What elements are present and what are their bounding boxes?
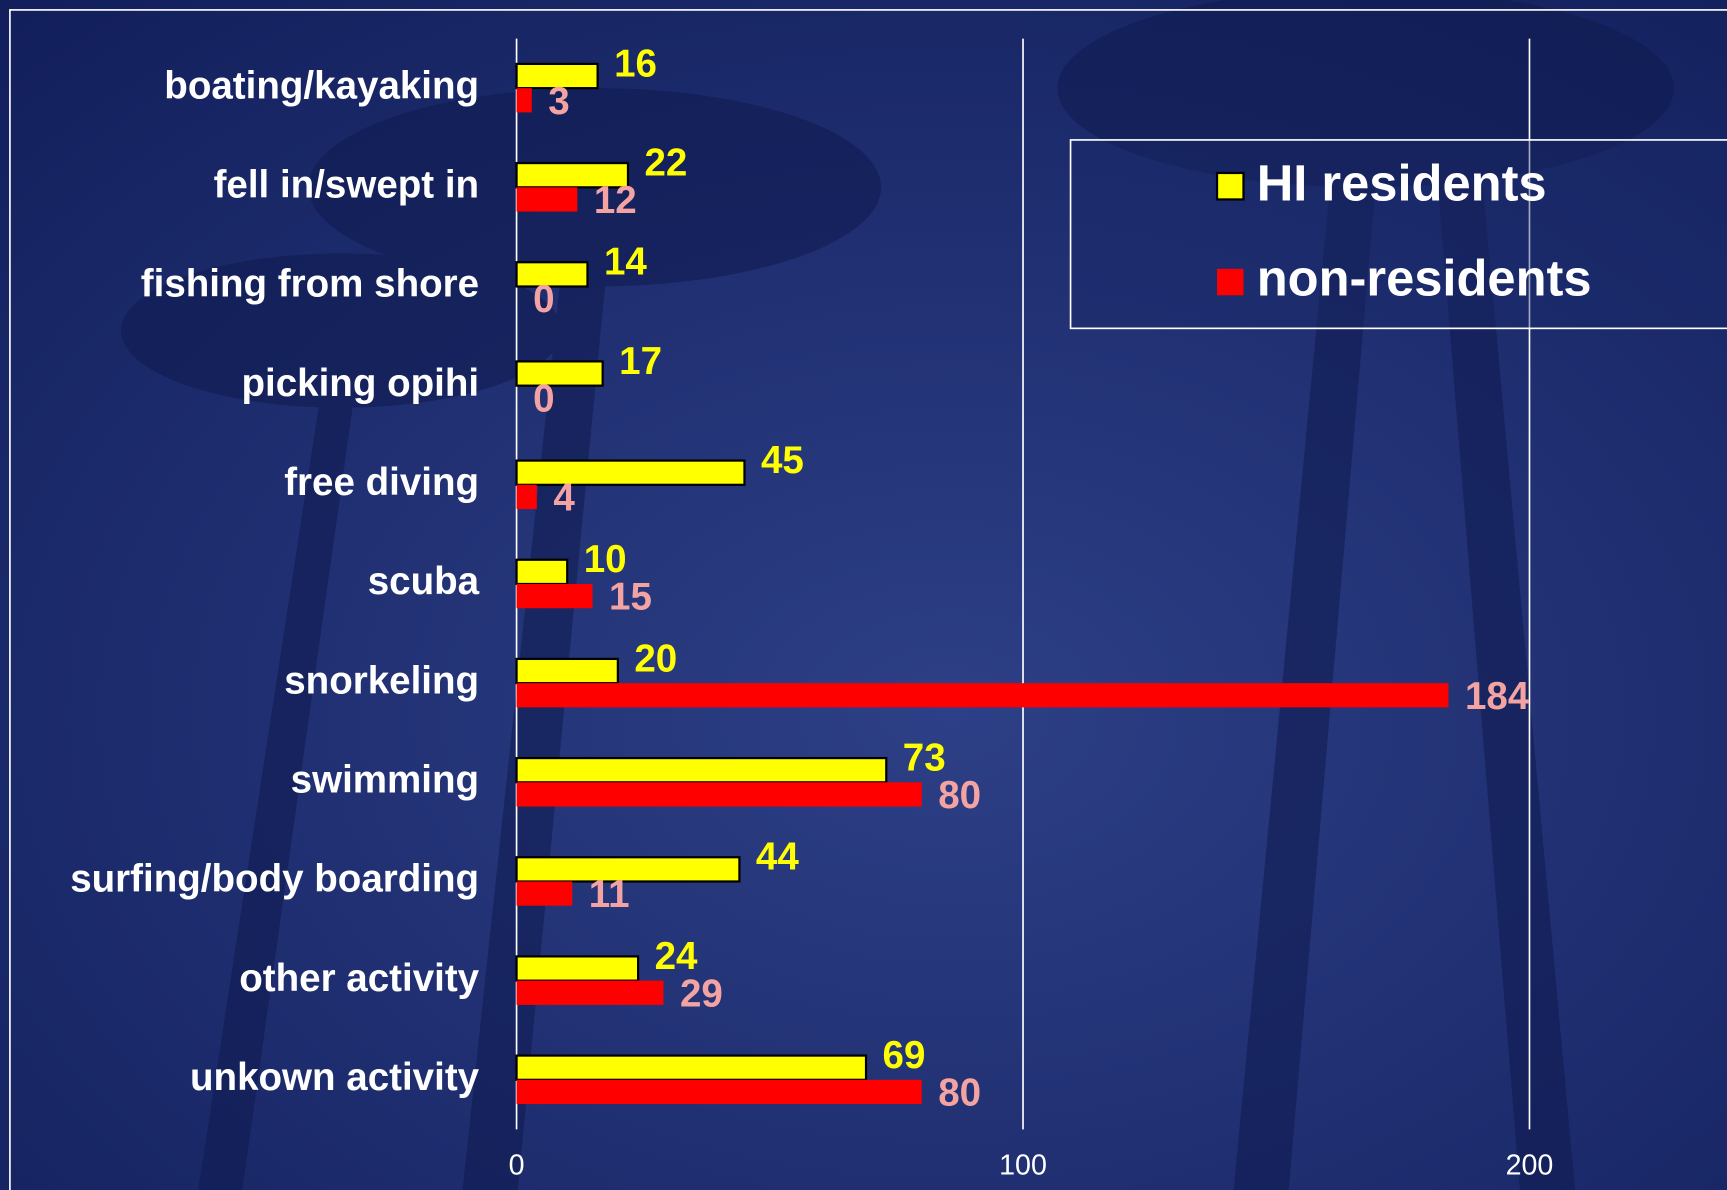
data-label: 14: [604, 241, 647, 284]
bar: [515, 62, 599, 90]
data-label: 12: [594, 179, 637, 222]
data-label: 69: [883, 1034, 926, 1077]
bar: [516, 782, 922, 807]
bar: [515, 955, 640, 982]
bar: [515, 657, 619, 685]
y-tick-label: surfing/body boarding: [70, 858, 479, 901]
y-tick-label: fell in/swept in: [214, 163, 480, 206]
data-label: 24: [655, 935, 698, 978]
legend-box: [1069, 139, 1727, 330]
frame: [9, 9, 1727, 1190]
bar: [515, 360, 604, 387]
data-label: 22: [645, 141, 688, 184]
legend-swatch: [1215, 171, 1245, 201]
data-label: 184: [1465, 675, 1530, 718]
y-tick-label: other activity: [239, 957, 479, 1000]
legend-label: HI residents: [1257, 155, 1547, 212]
bar: [516, 683, 1449, 708]
data-label: 80: [938, 1071, 981, 1114]
bar: [515, 856, 741, 883]
data-label: 44: [756, 836, 799, 879]
data-label: 3: [548, 80, 569, 123]
y-tick-label: fishing from shore: [141, 263, 479, 306]
data-label: 11: [589, 873, 630, 916]
y-tick-label: swimming: [291, 758, 479, 801]
legend: HI residents non-residents: [1069, 139, 1727, 330]
data-label: 73: [903, 736, 946, 779]
data-label: 0: [533, 377, 554, 420]
data-label: 0: [533, 278, 554, 321]
bar: [515, 558, 569, 586]
bar: [515, 161, 630, 189]
data-label: 80: [938, 774, 981, 817]
y-tick-label: picking opihi: [241, 362, 479, 405]
y-tick-label: unkown activity: [190, 1056, 480, 1099]
y-tick-label: boating/kayaking: [164, 64, 479, 107]
bar: [515, 459, 746, 486]
data-label: 17: [619, 340, 662, 383]
data-label: 45: [761, 439, 804, 482]
bar: [515, 756, 888, 784]
bar: [516, 88, 532, 113]
x-tick-label: 200: [1506, 1149, 1554, 1181]
bar: [516, 484, 537, 510]
bar: [516, 583, 593, 609]
data-label: 29: [680, 972, 723, 1015]
bar: [516, 187, 578, 212]
data-label: 4: [553, 476, 575, 519]
legend-swatch: [1217, 268, 1244, 296]
bar: [515, 261, 589, 288]
data-label: 10: [584, 538, 627, 581]
data-label: 15: [609, 576, 652, 619]
data-label: 16: [614, 42, 657, 85]
y-tick-label: snorkeling: [284, 659, 479, 702]
y-tick-label: free diving: [284, 461, 479, 504]
y-tick-label: scuba: [368, 560, 480, 603]
bar: [516, 1079, 922, 1105]
x-tick-label: 0: [509, 1149, 525, 1181]
x-tick-label: 100: [999, 1149, 1047, 1181]
legend-label: non-residents: [1257, 249, 1592, 306]
bar: [515, 1054, 868, 1081]
data-label: 20: [634, 637, 677, 680]
bar: [516, 881, 573, 906]
bar: [516, 980, 664, 1005]
